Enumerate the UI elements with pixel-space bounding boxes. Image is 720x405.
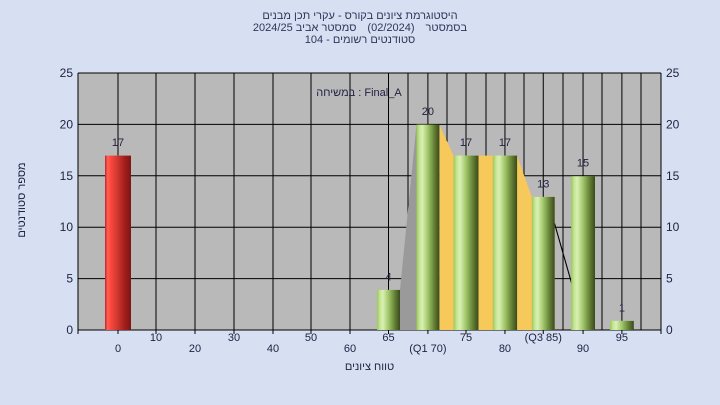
svg-text:17: 17 bbox=[112, 137, 124, 149]
svg-text:5: 5 bbox=[66, 272, 73, 286]
svg-text:0: 0 bbox=[666, 323, 673, 337]
svg-text:1: 1 bbox=[619, 302, 625, 314]
svg-text:0: 0 bbox=[66, 323, 73, 337]
svg-text:20: 20 bbox=[60, 117, 74, 131]
svg-text:95: 95 bbox=[616, 332, 628, 344]
svg-text:20: 20 bbox=[422, 106, 434, 118]
svg-text:50: 50 bbox=[305, 332, 317, 344]
svg-text:במשיחה : Final_A: במשיחה : Final_A bbox=[316, 87, 402, 99]
svg-text:60: 60 bbox=[344, 343, 356, 355]
svg-text:30: 30 bbox=[228, 332, 240, 344]
svg-text:75: 75 bbox=[460, 332, 472, 344]
svg-text:20: 20 bbox=[189, 343, 201, 355]
svg-text:40: 40 bbox=[267, 343, 279, 355]
svg-text:13: 13 bbox=[537, 178, 549, 190]
svg-text:25: 25 bbox=[60, 66, 74, 80]
svg-text:20: 20 bbox=[666, 117, 680, 131]
svg-text:4: 4 bbox=[385, 271, 391, 283]
svg-text:10: 10 bbox=[666, 220, 680, 234]
svg-text:10: 10 bbox=[60, 220, 74, 234]
svg-text:65: 65 bbox=[382, 332, 394, 344]
svg-text:(Q3 85): (Q3 85) bbox=[525, 332, 562, 344]
svg-text:90: 90 bbox=[577, 343, 589, 355]
svg-text:15: 15 bbox=[577, 158, 589, 170]
svg-text:80: 80 bbox=[499, 343, 511, 355]
svg-text:17: 17 bbox=[460, 137, 472, 149]
svg-text:5: 5 bbox=[666, 272, 673, 286]
svg-text:15: 15 bbox=[60, 169, 74, 183]
svg-text:10: 10 bbox=[150, 332, 162, 344]
svg-text:25: 25 bbox=[666, 66, 680, 80]
svg-text:טווח ציונים: טווח ציונים bbox=[345, 361, 394, 373]
svg-text:(Q1 70): (Q1 70) bbox=[409, 343, 446, 355]
svg-text:15: 15 bbox=[666, 169, 680, 183]
svg-text:0: 0 bbox=[115, 343, 121, 355]
svg-text:17: 17 bbox=[499, 137, 511, 149]
